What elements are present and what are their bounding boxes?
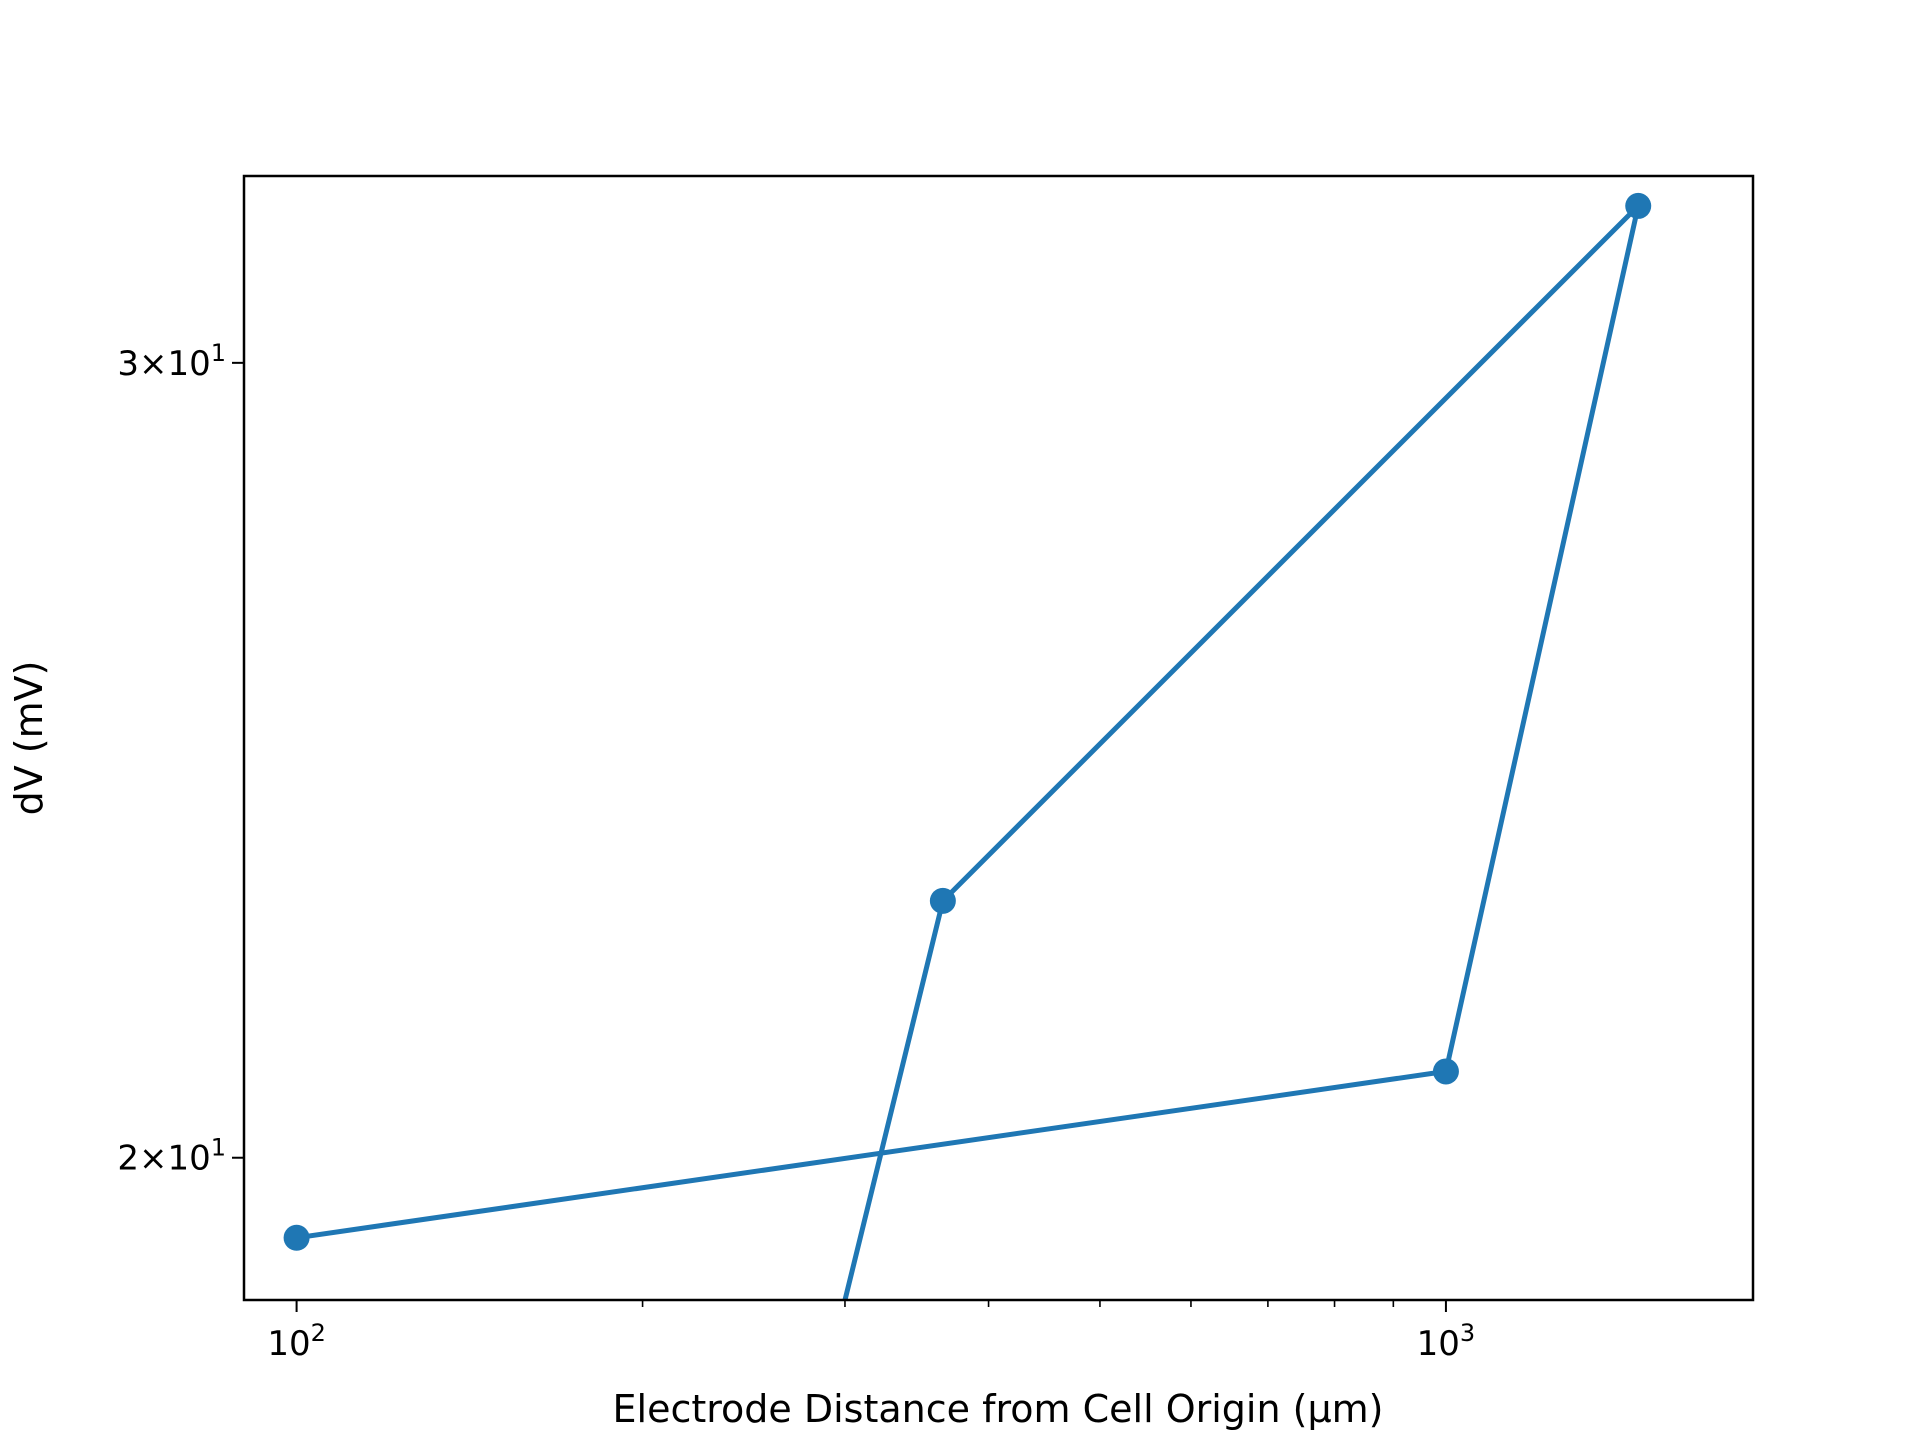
data-point	[1432, 1058, 1459, 1085]
x-major-ticks: 102 103	[267, 1300, 1475, 1364]
series-line	[296, 203, 1641, 1300]
data-point	[929, 887, 956, 914]
plot-frame	[242, 174, 1755, 1302]
y-axis-label: dV (mV)	[7, 661, 51, 816]
data-point	[283, 1224, 310, 1251]
data-point	[1625, 192, 1652, 219]
y-ticks: 2×101 3×101	[117, 339, 244, 1179]
y-tick-label: 3×101	[117, 339, 226, 384]
x-axis-label: Electrode Distance from Cell Origin (μm)	[613, 1387, 1384, 1431]
x-tick-label: 102	[267, 1319, 326, 1364]
y-tick-label: 2×101	[117, 1134, 226, 1179]
x-tick-label: 103	[1417, 1319, 1476, 1364]
series-layer	[283, 192, 1652, 1300]
